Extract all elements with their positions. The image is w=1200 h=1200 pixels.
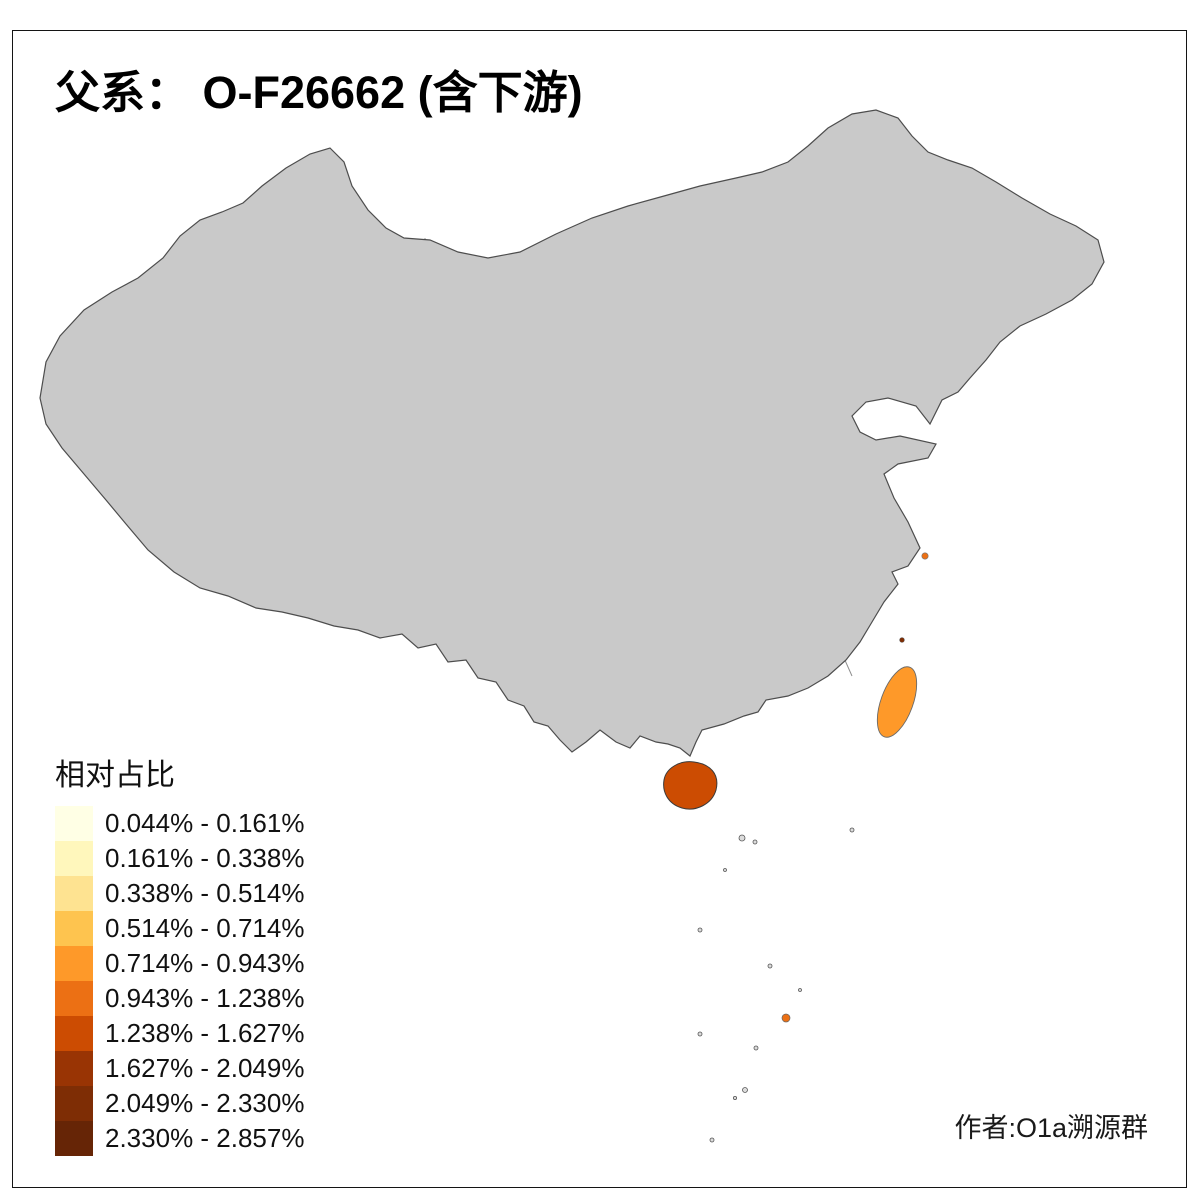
taiwan-island [876,666,918,738]
legend-item: 0.714% - 0.943% [55,946,304,981]
legend-item: 2.049% - 2.330% [55,1086,304,1121]
hainan-island [663,761,718,810]
legend-item: 0.044% - 0.161% [55,806,304,841]
dongsha-islet [781,1013,791,1023]
legend-label: 0.161% - 0.338% [105,843,305,873]
legend-item: 0.514% - 0.714% [55,911,304,946]
map-region [843,667,865,685]
legend-swatch [55,981,93,1016]
legend-swatch [55,946,93,981]
islands [663,552,929,1143]
legend-item: 1.627% - 2.049% [55,1051,304,1086]
legend-label: 2.330% - 2.857% [105,1123,305,1153]
zhoushan-islet [921,552,929,560]
legend-item: 0.338% - 0.514% [55,876,304,911]
map-region [798,704,814,716]
legend-swatch [55,911,93,946]
legend-label: 0.338% - 0.514% [105,878,305,908]
legend-label: 0.943% - 1.238% [105,983,305,1013]
legend-swatch [55,1016,93,1051]
legend-item: 2.330% - 2.857% [55,1121,304,1156]
country-outline [39,109,1105,757]
legend-swatch [55,876,93,911]
legend: 相对占比 0.044% - 0.161% 0.161% - 0.338% 0.3… [55,750,304,1156]
page-title: 父系： O-F26662 (含下游) [55,67,583,118]
map-region [832,686,852,702]
map-region [891,423,909,437]
legend-label: 0.514% - 0.714% [105,913,305,943]
legend-title: 相对占比 [55,759,175,792]
legend-swatch [55,806,93,841]
legend-label: 2.049% - 2.330% [105,1088,305,1118]
map-region [778,702,794,714]
legend-item: 0.943% - 1.238% [55,981,304,1016]
legend-label: 1.627% - 2.049% [105,1053,305,1083]
legend-label: 0.044% - 0.161% [105,808,305,838]
fujian-coast-islet [899,637,905,643]
legend-label: 0.714% - 0.943% [105,948,305,978]
south-china-sea-islands [697,827,855,1143]
legend-item: 1.238% - 1.627% [55,1016,304,1051]
plot-frame [12,30,1187,1188]
author-credit: 作者:O1a溯源群 [954,1113,1148,1143]
legend-swatch [55,1121,93,1156]
legend-swatch [55,841,93,876]
legend-swatch [55,1086,93,1121]
legend-swatch [55,1051,93,1086]
legend-item: 0.161% - 0.338% [55,841,304,876]
legend-label: 1.238% - 1.627% [105,1018,305,1048]
